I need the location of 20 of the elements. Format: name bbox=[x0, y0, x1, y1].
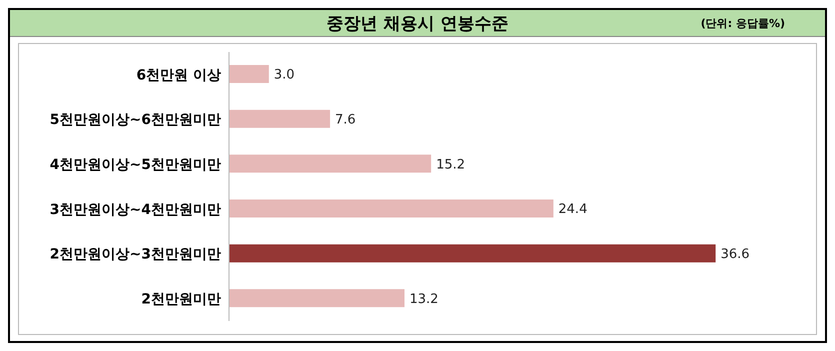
data-label: 15.2 bbox=[436, 157, 466, 172]
y-tick-label: 5천만원이상~6천만원미만 bbox=[50, 112, 221, 128]
data-label: 24.4 bbox=[558, 202, 588, 218]
bar bbox=[229, 65, 269, 83]
y-tick-label: 3천만원이상~4천만원미만 bbox=[50, 202, 221, 218]
y-tick-label: 2천만원이상~3천만원미만 bbox=[50, 246, 221, 263]
bar bbox=[229, 289, 404, 308]
bar bbox=[229, 244, 716, 262]
data-label: 36.6 bbox=[720, 246, 750, 262]
bar bbox=[229, 200, 554, 218]
data-label: 7.6 bbox=[335, 112, 356, 128]
y-tick-label: 4천만원이상~5천만원미만 bbox=[50, 157, 221, 174]
bar bbox=[229, 110, 330, 128]
y-tick-label: 2천만원미만 bbox=[141, 292, 221, 308]
data-label: 13.2 bbox=[410, 292, 438, 307]
data-label: 3.0 bbox=[274, 68, 295, 83]
bar bbox=[229, 154, 432, 173]
y-tick-label: 6천만원 이상 bbox=[136, 67, 221, 84]
text: (단위: 응답률%) bbox=[700, 16, 785, 30]
chart-title: 중장년 채용시 연봉수준 bbox=[326, 12, 508, 34]
